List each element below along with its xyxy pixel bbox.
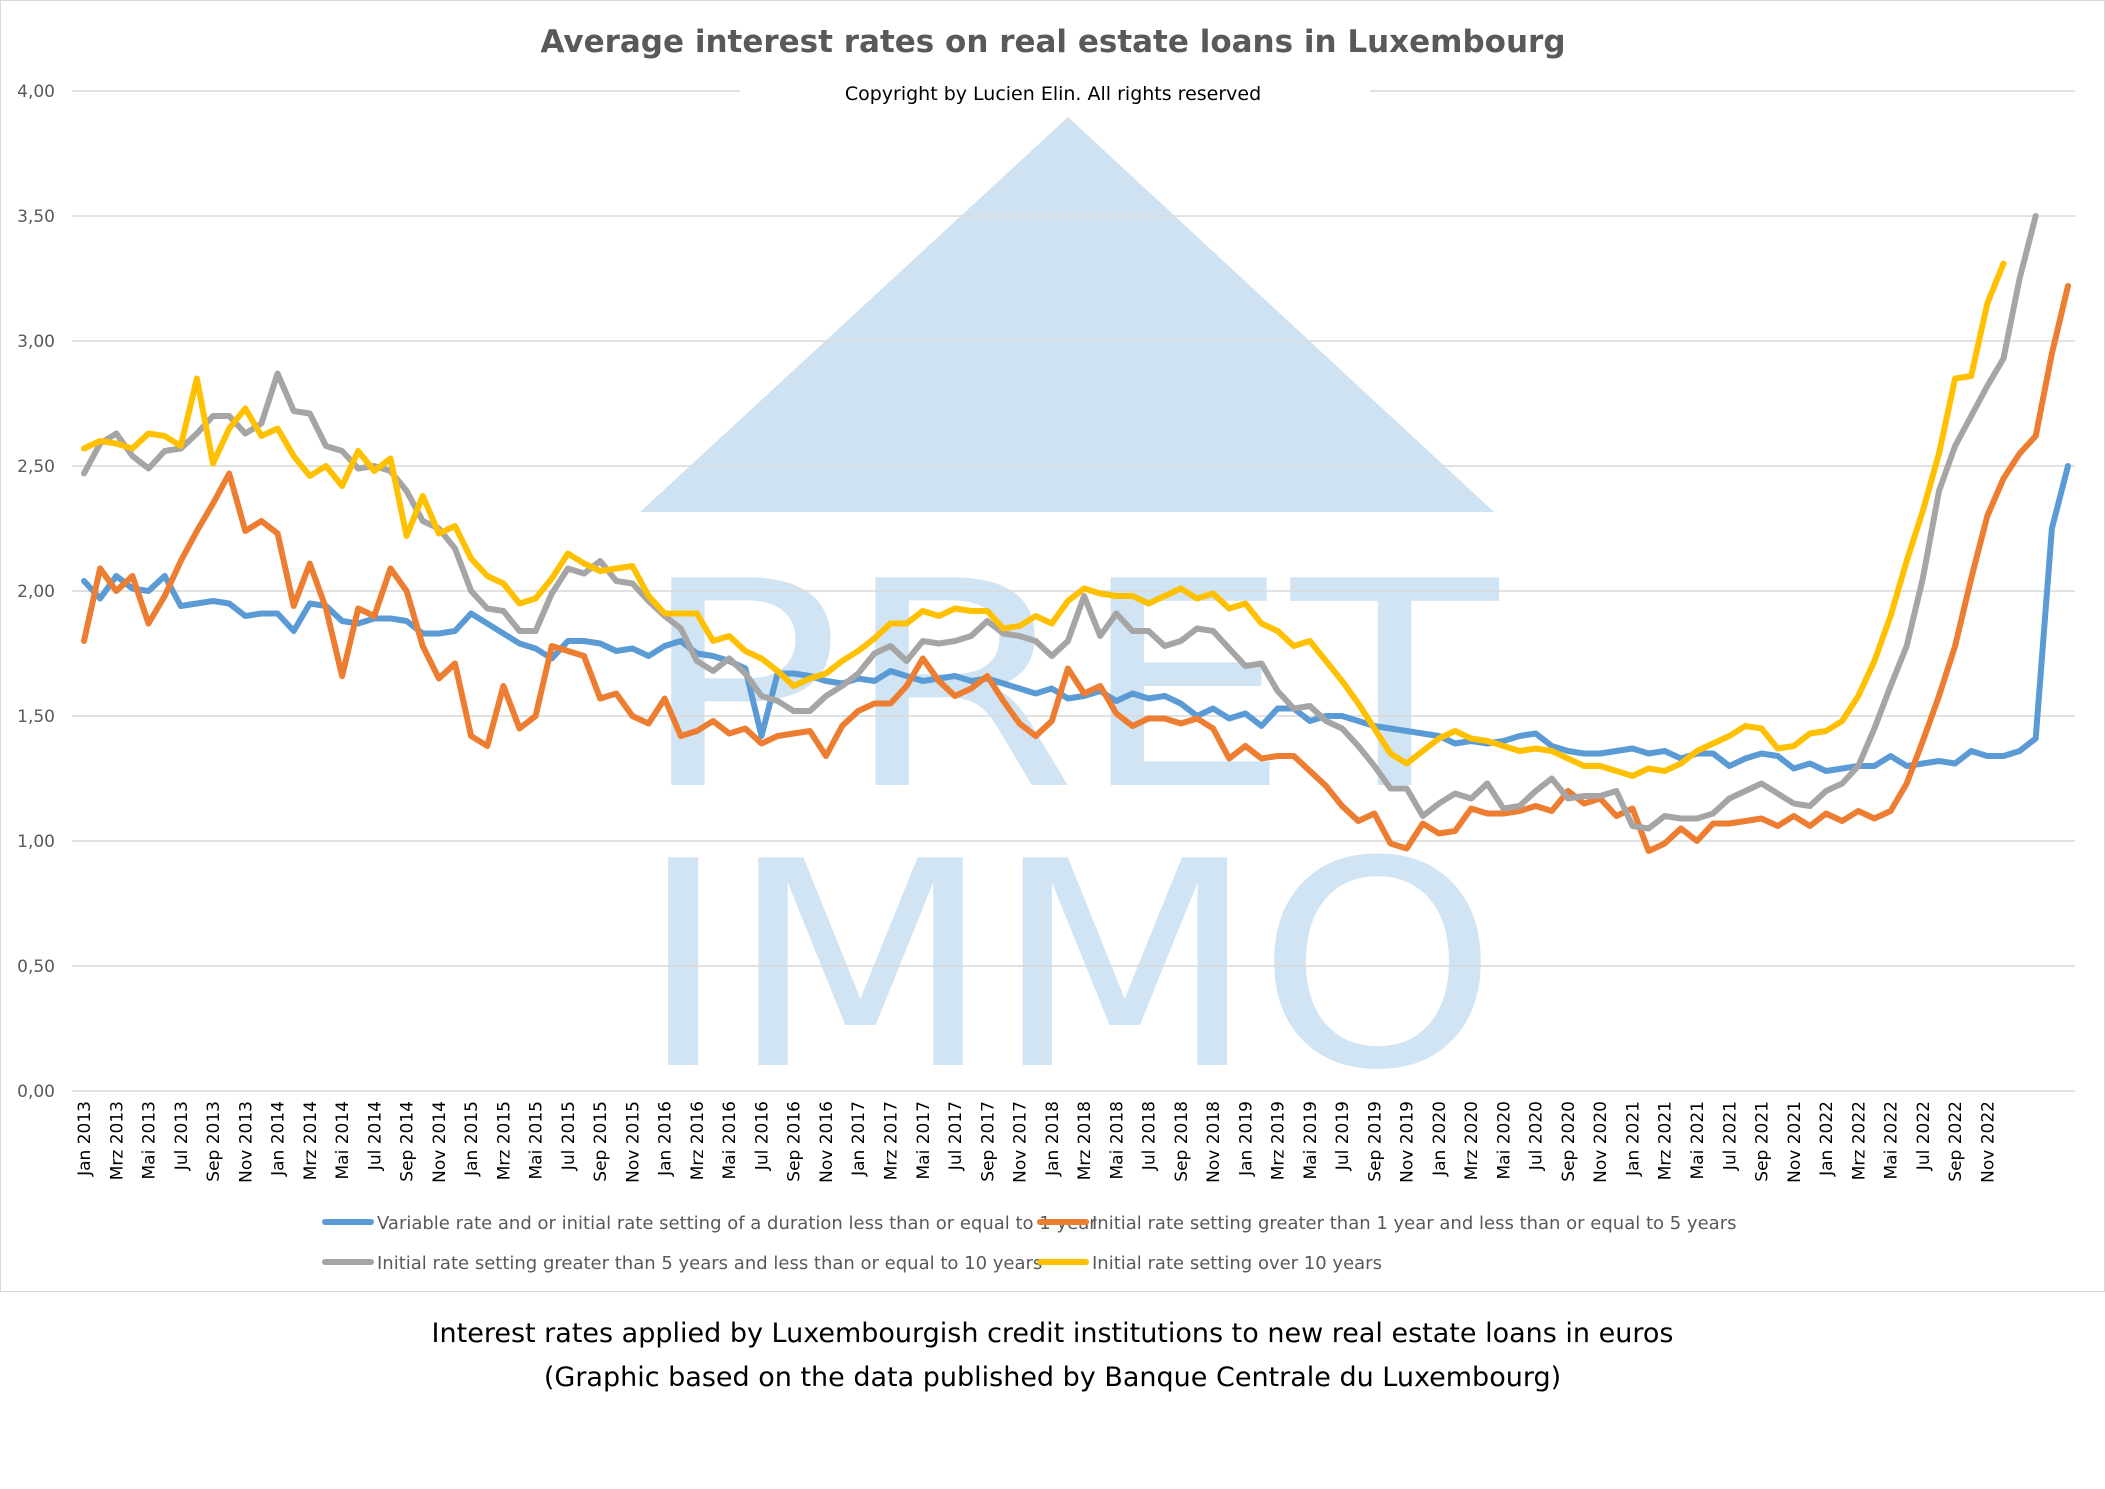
y-tick-label: 1,00 bbox=[17, 832, 55, 852]
y-tick-label: 1,50 bbox=[17, 707, 55, 727]
x-tick-label: Sep 2022 bbox=[1946, 1101, 1966, 1182]
x-tick-label: Mrz 2020 bbox=[1462, 1101, 1482, 1180]
chart-subtitle: Copyright by Lucien Elin. All rights res… bbox=[845, 83, 1261, 105]
legend-label-2: Initial rate setting greater than 1 year… bbox=[1092, 1213, 1736, 1234]
x-tick-label: Mai 2013 bbox=[140, 1101, 160, 1179]
x-tick-label: Jan 2017 bbox=[849, 1101, 869, 1177]
watermark-word-1: PRET bbox=[638, 521, 1503, 853]
y-tick-label: 4,00 bbox=[17, 82, 55, 102]
series-line-4 bbox=[81, 260, 2007, 779]
x-tick-label: Mai 2016 bbox=[720, 1101, 740, 1179]
x-tick-label: Nov 2018 bbox=[1204, 1101, 1224, 1183]
x-tick-label: Sep 2013 bbox=[204, 1101, 224, 1182]
x-tick-label: Mai 2014 bbox=[333, 1101, 353, 1179]
x-tick-label: Jul 2018 bbox=[1140, 1101, 1160, 1171]
x-tick-label: Mrz 2014 bbox=[301, 1101, 321, 1180]
x-tick-label: Jul 2014 bbox=[365, 1101, 385, 1171]
x-tick-label: Mrz 2019 bbox=[1269, 1101, 1289, 1180]
x-tick-label: Nov 2019 bbox=[1398, 1101, 1418, 1183]
gridlines bbox=[72, 90, 2075, 1092]
subtitle-background bbox=[740, 74, 1370, 114]
x-tick-label: Jul 2015 bbox=[559, 1101, 579, 1171]
chart-title: Average interest rates on real estate lo… bbox=[540, 24, 1565, 60]
caption-line-2: (Graphic based on the data published by … bbox=[543, 1362, 1562, 1393]
x-tick-label: Nov 2020 bbox=[1591, 1101, 1611, 1183]
x-tick-label: Jul 2020 bbox=[1527, 1101, 1547, 1171]
x-tick-label: Jan 2018 bbox=[1043, 1101, 1063, 1177]
y-axis-tick-labels: 0,00 0,50 1,00 1,50 2,00 2,50 3,00 3,50 4,00 bbox=[17, 82, 55, 1102]
x-tick-label: Mai 2015 bbox=[527, 1101, 547, 1179]
x-tick-label: Sep 2014 bbox=[398, 1101, 418, 1182]
x-tick-label: Jul 2016 bbox=[752, 1101, 772, 1171]
x-tick-label: Mai 2022 bbox=[1882, 1101, 1902, 1179]
x-tick-label: Jan 2019 bbox=[1236, 1101, 1256, 1177]
y-tick-label: 0,50 bbox=[17, 957, 55, 977]
legend-label-3: Initial rate setting greater than 5 year… bbox=[377, 1253, 1042, 1274]
x-tick-label: Jan 2015 bbox=[462, 1101, 482, 1177]
x-tick-label: Sep 2018 bbox=[1172, 1101, 1192, 1182]
x-tick-label: Nov 2016 bbox=[817, 1101, 837, 1183]
series-lines bbox=[81, 213, 2071, 854]
x-tick-label: Nov 2022 bbox=[1978, 1101, 1998, 1183]
x-tick-label: Mrz 2018 bbox=[1075, 1101, 1095, 1180]
x-tick-label: Jan 2014 bbox=[269, 1101, 289, 1177]
watermark-word-2: IMMO bbox=[638, 801, 1498, 1133]
y-tick-label: 2,00 bbox=[17, 582, 55, 602]
y-tick-label: 3,00 bbox=[17, 332, 55, 352]
series-line-3 bbox=[81, 213, 2039, 832]
x-tick-label: Mrz 2016 bbox=[688, 1101, 708, 1180]
x-tick-label: Nov 2014 bbox=[430, 1101, 450, 1183]
x-tick-label: Jan 2020 bbox=[1430, 1101, 1450, 1177]
x-tick-label: Jan 2021 bbox=[1623, 1101, 1643, 1177]
x-tick-label: Jan 2013 bbox=[75, 1101, 95, 1177]
legend: Variable rate and or initial rate settin… bbox=[322, 1213, 1736, 1274]
caption-line-1: Interest rates applied by Luxembourgish … bbox=[431, 1318, 1674, 1349]
legend-label-4: Initial rate setting over 10 years bbox=[1092, 1253, 1382, 1274]
x-tick-label: Mrz 2017 bbox=[882, 1101, 902, 1180]
x-tick-label: Sep 2021 bbox=[1753, 1101, 1773, 1182]
x-tick-label: Nov 2015 bbox=[623, 1101, 643, 1183]
x-tick-label: Mrz 2022 bbox=[1849, 1101, 1869, 1180]
x-tick-label: Sep 2020 bbox=[1559, 1101, 1579, 1182]
x-axis-tick-labels: Jan 2013 Mrz 2013 Mai 2013 Jul 2013 Sep 2013… bbox=[75, 1101, 1998, 1183]
y-tick-label: 3,50 bbox=[17, 207, 55, 227]
x-tick-label: Jul 2021 bbox=[1720, 1101, 1740, 1171]
x-tick-label: Nov 2021 bbox=[1785, 1101, 1805, 1183]
x-tick-label: Mrz 2021 bbox=[1656, 1101, 1676, 1180]
x-tick-label: Mai 2017 bbox=[914, 1101, 934, 1179]
x-tick-label: Jul 2017 bbox=[946, 1101, 966, 1171]
y-tick-label: 2,50 bbox=[17, 457, 55, 477]
x-tick-label: Sep 2015 bbox=[591, 1101, 611, 1182]
x-tick-label: Mai 2021 bbox=[1688, 1101, 1708, 1179]
x-tick-label: Jan 2022 bbox=[1817, 1101, 1837, 1177]
x-tick-label: Nov 2017 bbox=[1011, 1101, 1031, 1183]
series-line-2 bbox=[81, 283, 2071, 854]
x-tick-label: Jan 2016 bbox=[656, 1101, 676, 1177]
x-tick-label: Sep 2019 bbox=[1365, 1101, 1385, 1182]
x-tick-label: Jul 2022 bbox=[1914, 1101, 1934, 1171]
x-tick-label: Jul 2019 bbox=[1333, 1101, 1353, 1171]
legend-label-1: Variable rate and or initial rate settin… bbox=[377, 1213, 1097, 1234]
x-tick-label: Sep 2017 bbox=[978, 1101, 998, 1182]
watermark-roof bbox=[640, 117, 1494, 512]
x-tick-label: Mai 2019 bbox=[1301, 1101, 1321, 1179]
x-tick-label: Sep 2016 bbox=[785, 1101, 805, 1182]
x-tick-label: Nov 2013 bbox=[236, 1101, 256, 1183]
x-tick-label: Jul 2013 bbox=[172, 1101, 192, 1171]
x-tick-label: Mai 2020 bbox=[1494, 1101, 1514, 1179]
x-tick-label: Mrz 2013 bbox=[107, 1101, 127, 1180]
x-tick-label: Mrz 2015 bbox=[494, 1101, 514, 1180]
y-tick-label: 0,00 bbox=[17, 1082, 55, 1102]
x-tick-label: Mai 2018 bbox=[1107, 1101, 1127, 1179]
